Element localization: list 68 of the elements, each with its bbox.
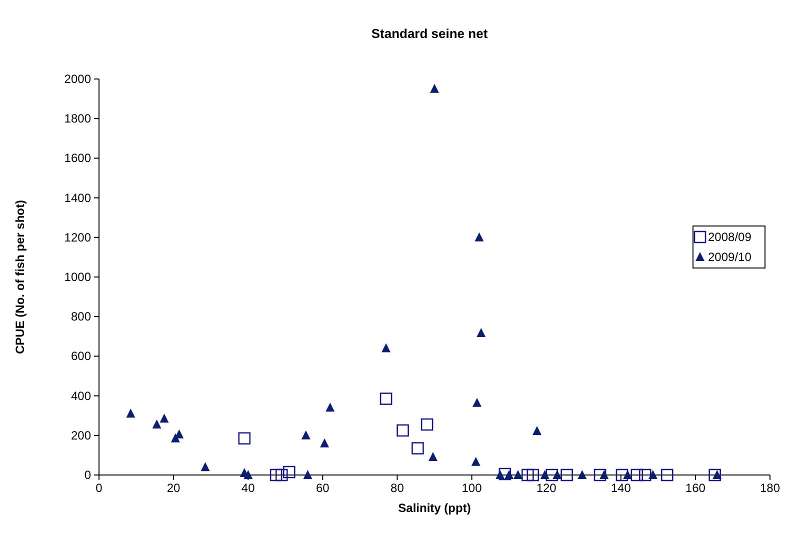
- x-axis-title: Salinity (ppt): [398, 501, 471, 515]
- point: [546, 468, 558, 482]
- point: [160, 414, 169, 423]
- point: [471, 456, 480, 466]
- x-tick-label: 160: [685, 481, 706, 495]
- x-tick-label: 20: [166, 481, 181, 495]
- point: [282, 466, 296, 478]
- point: [578, 470, 587, 479]
- point: [476, 328, 486, 338]
- point: [474, 232, 484, 242]
- point: [630, 468, 644, 482]
- y-tick-label: 1000: [64, 270, 92, 284]
- point: [594, 468, 606, 482]
- point: [428, 452, 438, 461]
- point: [420, 418, 434, 431]
- point: [560, 468, 573, 482]
- point: [552, 470, 562, 479]
- point: [276, 468, 288, 482]
- point: [412, 442, 424, 454]
- point: [498, 468, 512, 480]
- point: [244, 470, 253, 479]
- y-tick-label: 2000: [64, 72, 92, 86]
- point: [708, 468, 721, 482]
- x-tick-label: 60: [316, 481, 330, 495]
- y-tick-label: 600: [70, 349, 92, 364]
- point: [382, 343, 391, 352]
- point: [238, 432, 251, 445]
- point: [540, 470, 550, 479]
- chart-title: Standard seine net: [371, 26, 488, 41]
- x-tick-label: 140: [610, 481, 632, 495]
- point: [326, 402, 335, 412]
- point: [532, 426, 542, 436]
- x-tick-label: 100: [462, 481, 482, 495]
- y-tick-label: 1800: [64, 112, 92, 126]
- point: [303, 470, 312, 479]
- point: [660, 468, 674, 482]
- x-tick-label: 120: [536, 481, 557, 495]
- y-tick-label: 800: [70, 310, 92, 324]
- x-tick-label: 80: [390, 481, 404, 495]
- legend-label: 2008/09: [708, 230, 752, 244]
- y-tick-label: 1200: [64, 230, 92, 244]
- y-tick-label: 200: [70, 428, 92, 442]
- point: [472, 398, 482, 407]
- point: [126, 408, 136, 418]
- point: [526, 468, 540, 482]
- point: [430, 84, 439, 93]
- y-tick-label: 0: [84, 468, 92, 482]
- point: [152, 420, 162, 429]
- point: [380, 392, 392, 405]
- x-tick-label: 0: [96, 481, 103, 495]
- legend-label: 2009/10: [708, 250, 752, 264]
- point: [616, 468, 628, 482]
- x-tick-label: 40: [241, 481, 256, 495]
- y-axis-title: CPUE (No. of fish per shot): [13, 200, 27, 354]
- point: [200, 462, 210, 472]
- y-tick-label: 1400: [64, 190, 92, 205]
- point: [514, 470, 522, 479]
- point: [522, 468, 534, 482]
- point: [270, 468, 282, 482]
- x-tick-label: 180: [760, 481, 780, 495]
- point: [320, 438, 330, 448]
- point: [396, 424, 409, 437]
- point: [301, 430, 310, 440]
- point: [623, 470, 632, 479]
- point: [648, 470, 658, 479]
- point: [638, 468, 652, 482]
- y-tick-label: 1600: [64, 151, 92, 166]
- y-tick-label: 400: [70, 388, 92, 403]
